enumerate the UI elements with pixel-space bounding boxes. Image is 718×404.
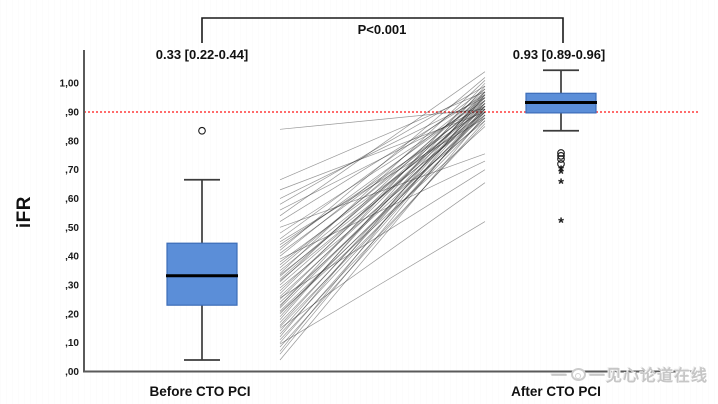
after-stat-label: 0.93 [0.89-0.96]	[512, 47, 606, 62]
pair-line	[279, 120, 486, 348]
outlier-star: *	[558, 163, 564, 180]
pair-line	[279, 123, 486, 341]
pair-line	[279, 169, 486, 299]
pair-line	[279, 111, 486, 315]
pair-line	[279, 71, 486, 217]
pair-line	[279, 106, 486, 355]
pair-line	[279, 111, 486, 281]
y-axis-title: iFR	[14, 196, 35, 229]
pair-line	[279, 82, 486, 307]
y-tick-label: ,20	[65, 309, 79, 320]
outlier-circle	[557, 155, 565, 163]
before-box	[166, 126, 238, 361]
pair-line	[279, 117, 486, 312]
pair-line	[279, 94, 486, 317]
pair-line	[279, 91, 486, 294]
pair-line	[279, 111, 486, 191]
pair-line	[279, 100, 486, 292]
pair-line	[279, 77, 486, 251]
pair-line	[279, 91, 486, 181]
pair-line	[279, 94, 486, 268]
outlier-circle	[198, 126, 206, 135]
iqr-box	[166, 242, 238, 306]
outlier-circle	[557, 160, 565, 168]
pair-line	[279, 85, 486, 205]
after-box: ****	[525, 69, 597, 232]
watermark-logo-icon	[571, 367, 587, 381]
pair-line	[279, 111, 486, 263]
y-tick-label: ,60	[65, 194, 79, 205]
pair-line	[279, 80, 486, 274]
pair-line	[279, 106, 486, 286]
pair-line	[279, 117, 486, 328]
pair-line	[279, 106, 486, 306]
pair-line	[279, 117, 486, 243]
pair-line	[279, 100, 486, 326]
y-tick-labels: 1,00 ,90 ,80 ,70 ,60 ,50 ,40 ,30 ,20 ,10 ,00	[60, 79, 80, 378]
p-value-label: P<0.001	[357, 22, 407, 37]
pair-line	[279, 97, 486, 280]
pair-line	[279, 108, 486, 297]
pair-line	[279, 100, 486, 234]
pair-line	[279, 105, 486, 211]
pair-line	[279, 108, 486, 245]
pair-line	[279, 221, 486, 345]
pair-line	[279, 114, 486, 303]
y-tick-label: ,10	[65, 338, 79, 349]
y-tick-label: ,50	[65, 223, 79, 234]
watermark-text: 一见心论道在线	[589, 368, 709, 385]
before-stat-label: 0.33 [0.22-0.44]	[155, 47, 249, 62]
y-tick-label: ,40	[65, 252, 79, 263]
pair-line	[279, 105, 486, 271]
x-label-after: After CTO PCI	[511, 384, 601, 399]
y-tick-label: ,30	[65, 281, 79, 292]
pair-line	[279, 88, 486, 240]
pair-line	[279, 100, 486, 266]
pair-line	[279, 91, 486, 257]
y-tick-label: 1,00	[60, 79, 80, 90]
pair-line	[279, 160, 486, 260]
y-tick-label: ,90	[65, 108, 79, 119]
pair-line	[279, 111, 486, 335]
pair-line	[279, 126, 486, 313]
outlier-star: *	[558, 176, 564, 193]
outlier-star: *	[558, 215, 564, 232]
watermark-dash: 一	[551, 368, 569, 385]
pair-line	[279, 108, 486, 343]
pair-line	[279, 103, 486, 254]
pair-line	[279, 114, 486, 276]
pair-line	[279, 94, 486, 352]
pair-line	[279, 153, 486, 228]
pair-line	[279, 120, 486, 289]
pair-line	[279, 108, 486, 130]
significance-bracket	[201, 17, 564, 43]
paired-lines	[279, 71, 486, 361]
pair-line	[279, 103, 486, 309]
pair-line	[279, 103, 486, 332]
watermark: 一 一见心论道在线	[551, 362, 708, 386]
pair-line	[279, 88, 486, 283]
pair-line	[279, 85, 486, 320]
pair-line	[279, 182, 486, 329]
pair-line	[279, 91, 486, 338]
x-label-before: Before CTO PCI	[149, 384, 251, 399]
y-tick-label: ,80	[65, 136, 79, 147]
pair-line	[279, 97, 486, 248]
pair-line	[279, 97, 486, 199]
y-tick-label: ,00	[65, 367, 79, 378]
y-tick-label: ,70	[65, 165, 79, 176]
outlier-circle	[557, 152, 565, 160]
pair-line	[279, 97, 486, 300]
pair-line	[279, 108, 486, 323]
pair-line	[279, 114, 486, 361]
outlier-star: *	[558, 166, 564, 183]
pair-line	[279, 94, 486, 222]
pair-line	[279, 103, 486, 277]
